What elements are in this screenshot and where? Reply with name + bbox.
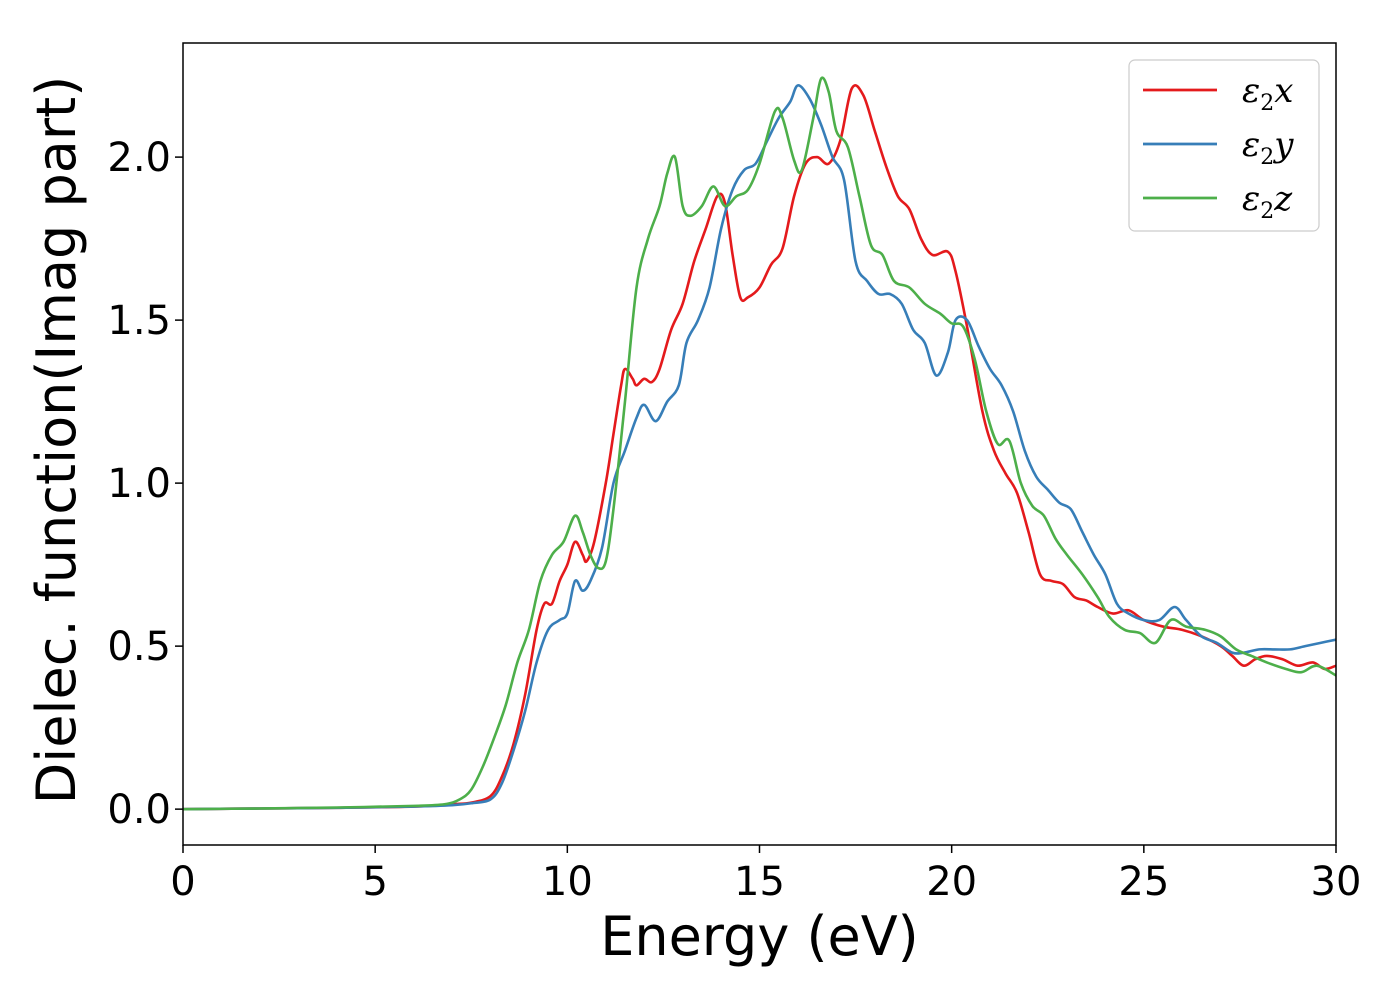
series-layer bbox=[183, 76, 1336, 811]
x-tick-label: 5 bbox=[362, 859, 387, 905]
series-line-y bbox=[183, 84, 1336, 811]
series-line-x bbox=[183, 84, 1336, 811]
x-tick-label: 10 bbox=[542, 859, 593, 905]
x-tick-label: 30 bbox=[1311, 859, 1362, 905]
y-tick-label: 0.5 bbox=[107, 624, 171, 670]
series-line-z bbox=[183, 76, 1336, 811]
x-tick-label: 20 bbox=[926, 859, 977, 905]
y-axis-title: Dielec. function(Imag part) bbox=[25, 76, 88, 805]
x-axis: 0 5 10 15 20 25 30 bbox=[170, 845, 1361, 905]
y-tick-label: 2.0 bbox=[107, 135, 171, 181]
x-axis-title: Energy (eV) bbox=[600, 905, 919, 968]
y-tick-label: 1.0 bbox=[107, 461, 171, 507]
x-tick-label: 15 bbox=[734, 859, 785, 905]
legend-box bbox=[1128, 59, 1320, 232]
legend-label: ε2x bbox=[1242, 71, 1293, 116]
legend: ε2x ε2y ε2z bbox=[1128, 59, 1320, 232]
y-tick-label: 1.5 bbox=[107, 298, 171, 344]
legend-label: ε2z bbox=[1242, 179, 1293, 224]
x-tick-label: 0 bbox=[170, 859, 195, 905]
legend-label: ε2y bbox=[1242, 125, 1294, 170]
y-tick-label: 0.0 bbox=[107, 787, 171, 833]
y-axis: 0.0 0.5 1.0 1.5 2.0 bbox=[107, 135, 183, 833]
x-tick-label: 25 bbox=[1118, 859, 1169, 905]
